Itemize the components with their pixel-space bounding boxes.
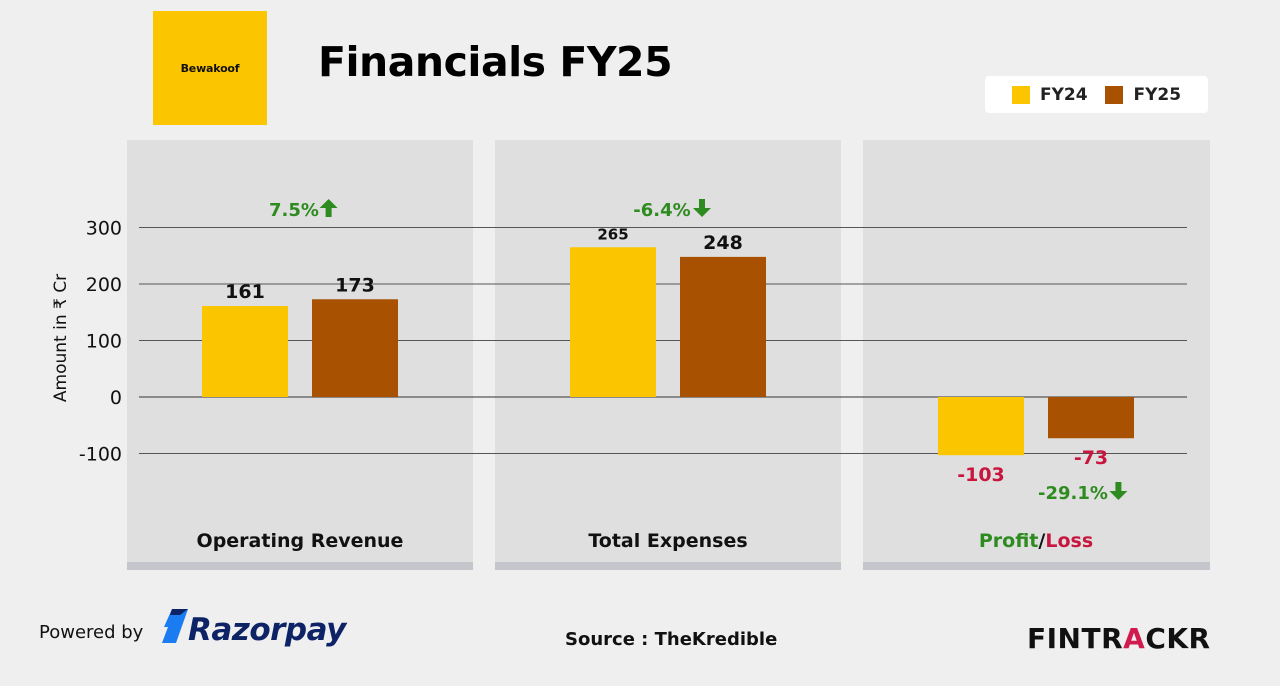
arrow-down-icon — [693, 199, 711, 217]
legend-swatch-fy25 — [1105, 85, 1124, 104]
category-label-part: Loss — [1045, 530, 1093, 552]
company-logo: Bewakoof — [153, 11, 267, 125]
legend-swatch-fy24 — [1011, 85, 1030, 104]
company-logo-text: Bewakoof — [180, 61, 240, 75]
fintrackr-logo-accent: A — [1123, 622, 1146, 655]
bar-fy24-2 — [938, 397, 1024, 456]
y-tick-label: 200 — [86, 274, 122, 296]
bar-fy25-1 — [680, 256, 766, 397]
data-label: 248 — [703, 232, 743, 254]
category-label: Total Expenses — [588, 530, 747, 552]
y-tick-label: 300 — [86, 218, 122, 240]
bar-fy24-0 — [202, 306, 288, 397]
page-title: Financials FY25 — [318, 38, 673, 86]
bar-fy24-1 — [570, 247, 656, 397]
data-label: 173 — [335, 274, 375, 296]
y-tick-label: -100 — [79, 444, 122, 466]
bar-fy25-2 — [1048, 397, 1134, 439]
change-label: -29.1% — [1038, 483, 1108, 504]
category-label-part: / — [1038, 530, 1045, 552]
legend-item-fy25: FY25 — [1105, 85, 1181, 105]
panel-profit-loss — [863, 140, 1210, 570]
razorpay-logo-icon — [162, 609, 188, 643]
category-label: Profit/Loss — [979, 530, 1093, 552]
data-label: 161 — [225, 281, 265, 303]
change-label: 7.5% — [269, 200, 319, 221]
powered-by-label: Powered by — [39, 622, 144, 643]
chart-legend: FY24 FY25 — [985, 76, 1208, 113]
razorpay-logo-text: Razorpay — [188, 612, 346, 648]
panel-total-expenses — [495, 140, 841, 570]
bar-fy25-0 — [312, 299, 398, 397]
fintrackr-logo: FINTRACKR — [1027, 622, 1211, 655]
data-label: -73 — [1074, 447, 1108, 469]
source-note: Source : TheKredible — [565, 629, 778, 650]
legend-item-fy24: FY24 — [1011, 84, 1088, 105]
fintrackr-logo-suffix: CKR — [1145, 622, 1211, 655]
arrow-up-icon — [319, 199, 338, 217]
panel-operating-revenue — [127, 140, 473, 570]
change-label: -6.4% — [633, 200, 690, 221]
y-axis-label: Amount in ₹ Cr — [51, 274, 71, 402]
category-label-part: Profit — [979, 530, 1039, 552]
category-label: Operating Revenue — [197, 530, 404, 552]
data-label: 265 — [597, 225, 628, 243]
legend-label-fy25: FY25 — [1133, 84, 1182, 105]
legend-label-fy24: FY24 — [1039, 84, 1088, 105]
y-tick-label: 0 — [110, 387, 122, 409]
y-tick-label: 100 — [86, 331, 122, 353]
data-label: -103 — [957, 464, 1005, 486]
arrow-down-icon — [1109, 482, 1128, 500]
fintrackr-logo-prefix: FINTR — [1027, 622, 1124, 655]
